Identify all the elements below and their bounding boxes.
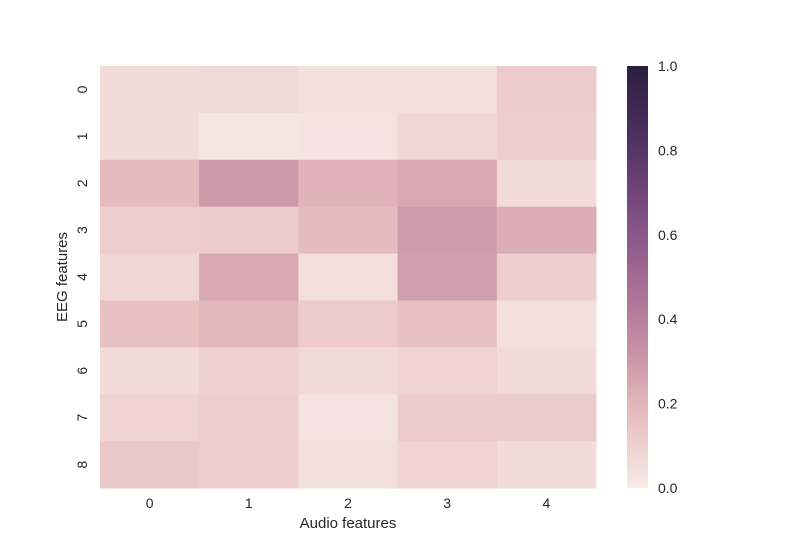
heatmap-cell-r5-c3 bbox=[397, 300, 498, 348]
heatmap-cell-r1-c0 bbox=[100, 112, 200, 161]
colorbar-tick-label: 0.4 bbox=[658, 311, 678, 327]
heatmap-cell-r7-c3 bbox=[397, 394, 498, 442]
heatmap-cell-r7-c1 bbox=[199, 394, 299, 442]
heatmap-cell-r0-c2 bbox=[298, 66, 399, 114]
heatmap-cell-r5-c4 bbox=[496, 300, 597, 348]
heatmap-cell-r4-c0 bbox=[100, 253, 200, 301]
heatmap-cell-r5-c1 bbox=[199, 300, 299, 348]
heatmap-cell-r1-c4 bbox=[496, 112, 597, 161]
x-tick-label: 4 bbox=[543, 495, 551, 511]
heatmap-cell-r3-c4 bbox=[496, 206, 597, 255]
heatmap-cell-r0-c3 bbox=[397, 66, 498, 114]
heatmap-cell-r7-c2 bbox=[298, 394, 399, 442]
x-axis-label: Audio features bbox=[300, 515, 397, 532]
heatmap-cell-r8-c1 bbox=[199, 441, 299, 489]
heatmap-cell-r8-c4 bbox=[496, 441, 597, 489]
heatmap-cell-r6-c4 bbox=[496, 347, 597, 395]
heatmap-cell-r1-c2 bbox=[298, 112, 399, 161]
heatmap-cell-r3-c3 bbox=[397, 206, 498, 255]
heatmap-cell-r4-c2 bbox=[298, 253, 399, 301]
heatmap-cell-r2-c1 bbox=[199, 159, 299, 208]
colorbar-tick-label: 0.2 bbox=[658, 396, 678, 412]
colorbar-tick-label: 1.0 bbox=[658, 58, 678, 74]
heatmap-cell-r6-c0 bbox=[100, 347, 200, 395]
heatmap-cell-r5-c2 bbox=[298, 300, 399, 348]
y-tick-label: 7 bbox=[74, 414, 90, 422]
heatmap-cell-r2-c3 bbox=[397, 159, 498, 208]
heatmap-cell-r2-c4 bbox=[496, 159, 597, 208]
y-tick-label: 6 bbox=[74, 367, 90, 375]
y-axis-label: EEG features bbox=[54, 232, 71, 322]
heatmap-cell-r8-c3 bbox=[397, 441, 498, 489]
heatmap-cell-r0-c1 bbox=[199, 66, 299, 114]
y-tick-labels: 0 1 2 3 4 5 6 7 8 bbox=[74, 85, 90, 468]
heatmap-cell-r7-c4 bbox=[496, 394, 597, 442]
heatmap-cell-r3-c1 bbox=[199, 206, 299, 255]
heatmap-cell-r7-c0 bbox=[100, 394, 200, 442]
heatmap-cell-r6-c1 bbox=[199, 347, 299, 395]
heatmap-cell-r2-c0 bbox=[100, 159, 200, 208]
x-tick-label: 0 bbox=[146, 495, 154, 511]
x-tick-label: 2 bbox=[344, 495, 352, 511]
heatmap-cell-r3-c0 bbox=[100, 206, 200, 255]
heatmap-cell-r6-c3 bbox=[397, 347, 498, 395]
heatmap-cells bbox=[100, 66, 597, 489]
heatmap-cell-r2-c2 bbox=[298, 159, 399, 208]
colorbar-tick-label: 0.8 bbox=[658, 142, 678, 158]
y-tick-label: 2 bbox=[74, 179, 90, 187]
y-tick-label: 4 bbox=[74, 273, 90, 281]
heatmap-cell-r6-c2 bbox=[298, 347, 399, 395]
x-tick-label: 3 bbox=[443, 495, 451, 511]
x-tick-labels: 0 1 2 3 4 bbox=[146, 495, 551, 511]
x-tick-label: 1 bbox=[245, 495, 253, 511]
y-tick-label: 0 bbox=[74, 85, 90, 93]
colorbar-tick-labels: 0.0 0.2 0.4 0.6 0.8 1.0 bbox=[658, 58, 678, 496]
heatmap-cell-r4-c1 bbox=[199, 253, 299, 301]
colorbar-tick-label: 0.6 bbox=[658, 227, 678, 243]
y-tick-label: 5 bbox=[74, 320, 90, 328]
y-tick-label: 3 bbox=[74, 226, 90, 234]
heatmap-cell-r0-c4 bbox=[496, 66, 597, 114]
y-tick-label: 8 bbox=[74, 460, 90, 468]
heatmap-cell-r4-c3 bbox=[397, 253, 498, 301]
heatmap-cell-r1-c1 bbox=[199, 112, 299, 161]
heatmap-cell-r3-c2 bbox=[298, 206, 399, 255]
heatmap-cell-r8-c0 bbox=[100, 441, 200, 489]
heatmap-cell-r1-c3 bbox=[397, 112, 498, 161]
heatmap-cell-r4-c4 bbox=[496, 253, 597, 301]
heatmap-cell-r5-c0 bbox=[100, 300, 200, 348]
y-tick-label: 1 bbox=[74, 132, 90, 140]
heatmap-cell-r8-c2 bbox=[298, 441, 399, 489]
heatmap-cell-r0-c0 bbox=[100, 66, 200, 114]
colorbar-tick-label: 0.0 bbox=[658, 480, 678, 496]
colorbar bbox=[627, 66, 648, 488]
